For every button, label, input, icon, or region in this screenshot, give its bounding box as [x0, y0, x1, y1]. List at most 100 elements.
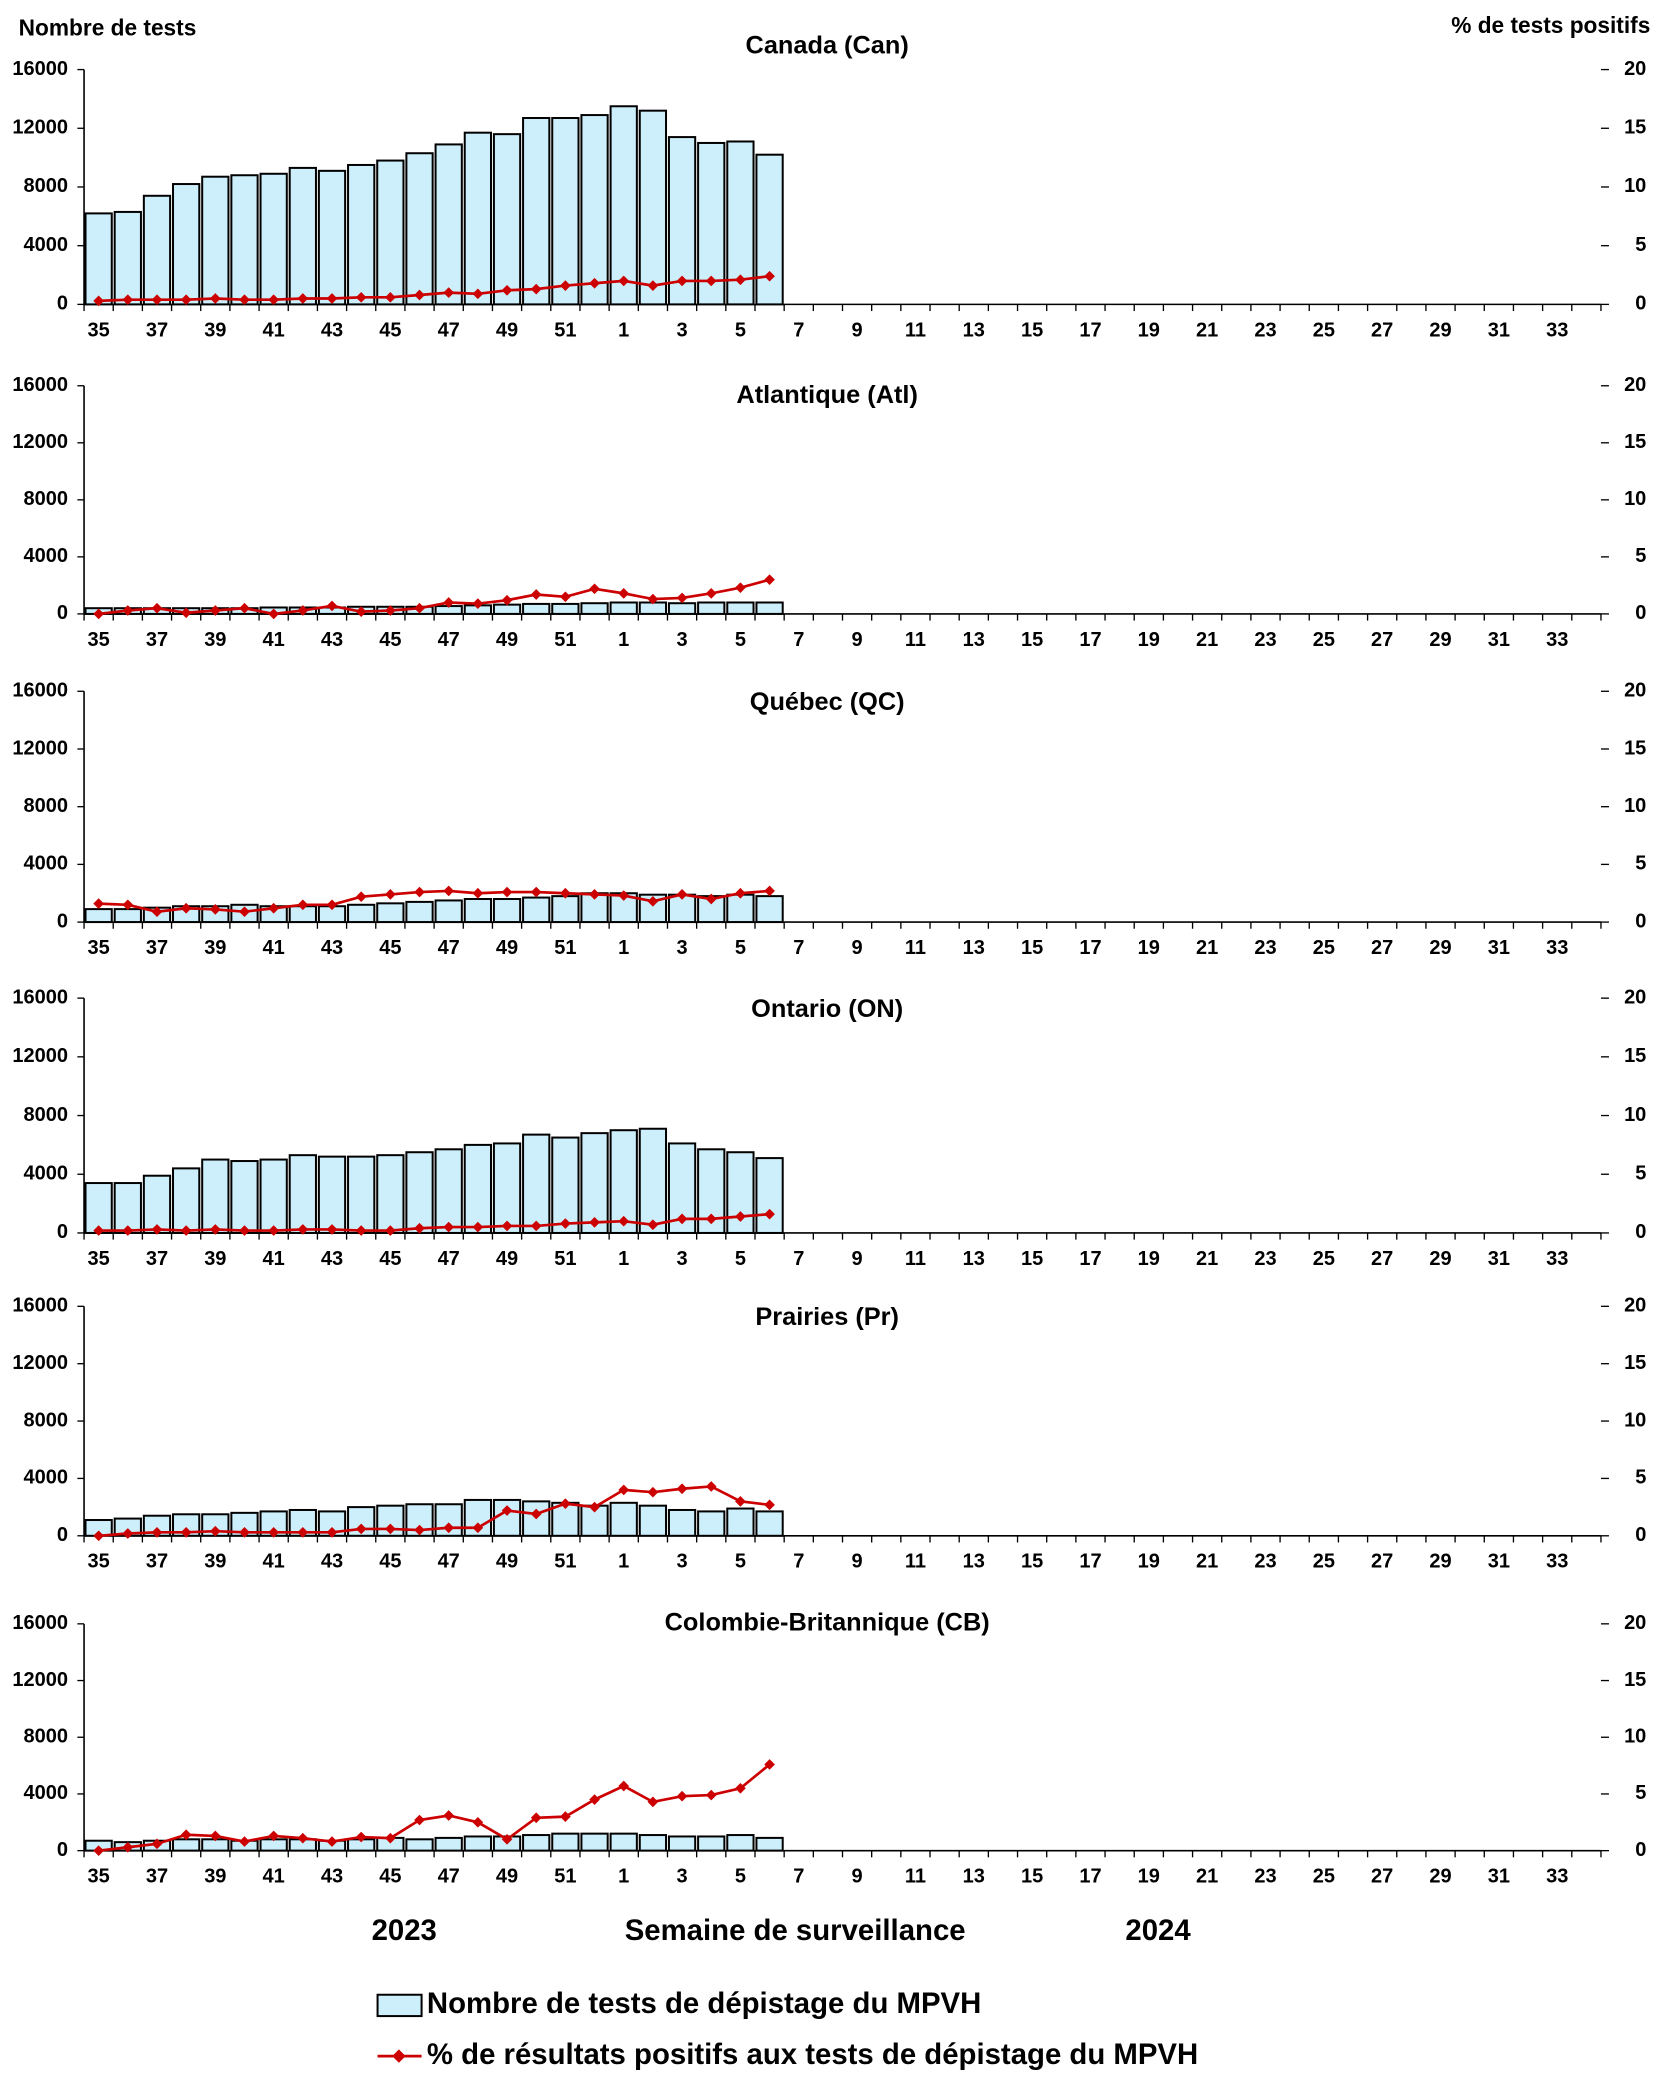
y-tick-label: 4000: [24, 853, 68, 875]
x-tick-label: 9: [852, 319, 863, 341]
x-tick-label: 21: [1196, 937, 1218, 959]
x-tick-label: 5: [735, 937, 746, 959]
x-tick-label: 13: [963, 319, 985, 341]
line-marker: [735, 887, 746, 899]
bar: [609, 1501, 638, 1537]
line-marker: [297, 1224, 309, 1235]
x-tick-label: 21: [1196, 1866, 1218, 1888]
line-marker: [589, 583, 600, 595]
line-marker: [735, 1782, 746, 1794]
bar: [463, 898, 492, 924]
bar: [522, 602, 551, 615]
line-marker: [618, 1780, 630, 1792]
bar: [172, 1167, 201, 1234]
x-tick-label: 5: [735, 1248, 746, 1270]
y2-tick-label: 10: [1624, 488, 1646, 510]
y-tick-label: 4000: [24, 1467, 68, 1489]
line-marker: [355, 1523, 367, 1535]
bar: [726, 1507, 755, 1537]
line-marker: [297, 605, 309, 616]
bar: [667, 1835, 697, 1852]
y-tick-label: 8000: [24, 488, 68, 510]
y-tick-label: 4000: [24, 1782, 68, 1804]
x-tick-label: 7: [793, 319, 804, 341]
x-tick-label: 15: [1021, 1248, 1043, 1270]
line-marker: [764, 1499, 775, 1511]
y2-tick-label: 15: [1624, 1669, 1646, 1691]
line-marker: [151, 294, 163, 306]
line-marker: [443, 1221, 455, 1233]
line-marker: [560, 1218, 571, 1229]
bar: [317, 169, 347, 306]
bar: [522, 896, 551, 924]
x-tick-label: 3: [677, 1551, 688, 1573]
x-tick-label: 35: [88, 1551, 110, 1573]
chart-title: Colombie-Britannique (CB): [665, 1609, 990, 1637]
x-tick-label: 29: [1429, 937, 1451, 959]
x-tick-label: 45: [379, 629, 401, 651]
bar: [113, 210, 142, 306]
bar: [580, 1832, 609, 1852]
year-label: 2023: [372, 1914, 437, 1947]
x-tick-label: 7: [793, 1866, 804, 1888]
line-marker: [501, 1220, 513, 1232]
x-tick-label: 31: [1488, 319, 1510, 341]
bar: [347, 903, 376, 924]
x-tick-label: 45: [379, 1248, 401, 1270]
line-marker: [385, 605, 396, 616]
bar: [755, 895, 784, 924]
line-marker: [589, 889, 600, 900]
x-tick-label: 27: [1371, 629, 1393, 651]
y-tick-label: 8000: [24, 1104, 68, 1126]
y-tick-label: 4000: [24, 1163, 68, 1185]
y-tick-label: 16000: [12, 1612, 68, 1634]
x-tick-label: 45: [379, 1551, 401, 1573]
bar: [609, 601, 638, 615]
y2-tick-label: 0: [1635, 910, 1646, 932]
line-marker: [122, 1528, 134, 1539]
y-tick-label: 4000: [24, 545, 68, 567]
x-tick-label: 33: [1546, 629, 1568, 651]
x-tick-label: 9: [852, 629, 863, 651]
x-tick-label: 11: [905, 319, 926, 341]
x-tick-label: 47: [438, 1551, 460, 1573]
x-tick-label: 41: [263, 1866, 285, 1888]
bar: [755, 601, 784, 615]
y-tick-label: 16000: [12, 680, 68, 702]
bar: [755, 153, 784, 306]
line-marker: [647, 280, 659, 291]
bar: [463, 1143, 492, 1234]
line-marker: [472, 288, 484, 300]
x-tick-label: 19: [1138, 629, 1160, 651]
bar: [434, 899, 463, 924]
line-marker: [122, 294, 134, 306]
x-tick-label: 51: [554, 1248, 576, 1270]
bar: [113, 1182, 142, 1234]
x-tick-label: 47: [438, 319, 460, 341]
bar: [522, 117, 551, 306]
x-tick-label: 27: [1371, 1551, 1393, 1573]
y-tick-label: 8000: [24, 795, 68, 817]
x-tick-label: 49: [496, 629, 518, 651]
x-tick-label: 23: [1254, 1248, 1276, 1270]
line-marker: [676, 275, 688, 287]
line-marker: [326, 1836, 338, 1847]
line-marker: [93, 608, 104, 620]
y-tick-label: 16000: [12, 374, 68, 396]
line-marker: [209, 904, 221, 915]
x-tick-label: 21: [1196, 319, 1218, 341]
x-tick-label: 15: [1021, 629, 1043, 651]
line-marker: [676, 1790, 688, 1802]
line-marker: [239, 602, 250, 614]
bar: [142, 1174, 172, 1234]
bar: [726, 1834, 755, 1852]
line-marker: [705, 893, 717, 905]
x-tick-label: 49: [496, 1551, 518, 1573]
x-tick-label: 7: [793, 1248, 804, 1270]
line-marker: [239, 294, 250, 306]
line-marker: [93, 898, 104, 909]
line-marker: [355, 292, 367, 303]
line-marker: [530, 283, 542, 295]
bar: [259, 172, 288, 306]
bar: [551, 1136, 580, 1234]
